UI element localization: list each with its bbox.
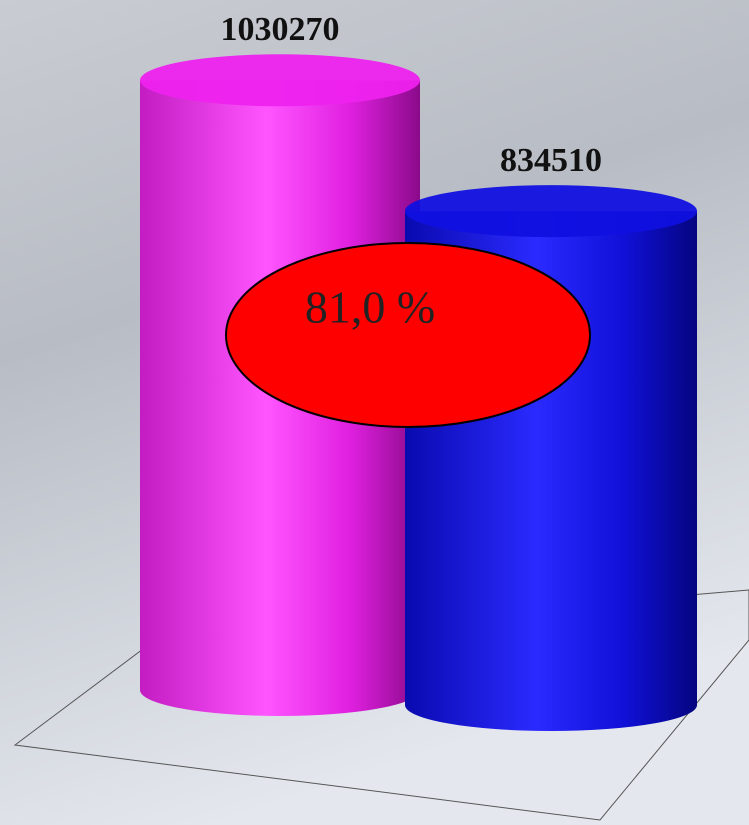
value-label: 1030270	[221, 11, 340, 48]
cylinder-top	[405, 185, 697, 238]
cylinder-top	[140, 54, 420, 107]
ratio-ellipse	[225, 242, 591, 428]
ratio-label: 81,0 %	[305, 282, 435, 333]
floor	[13, 589, 749, 821]
value-label: 834510	[500, 142, 602, 179]
